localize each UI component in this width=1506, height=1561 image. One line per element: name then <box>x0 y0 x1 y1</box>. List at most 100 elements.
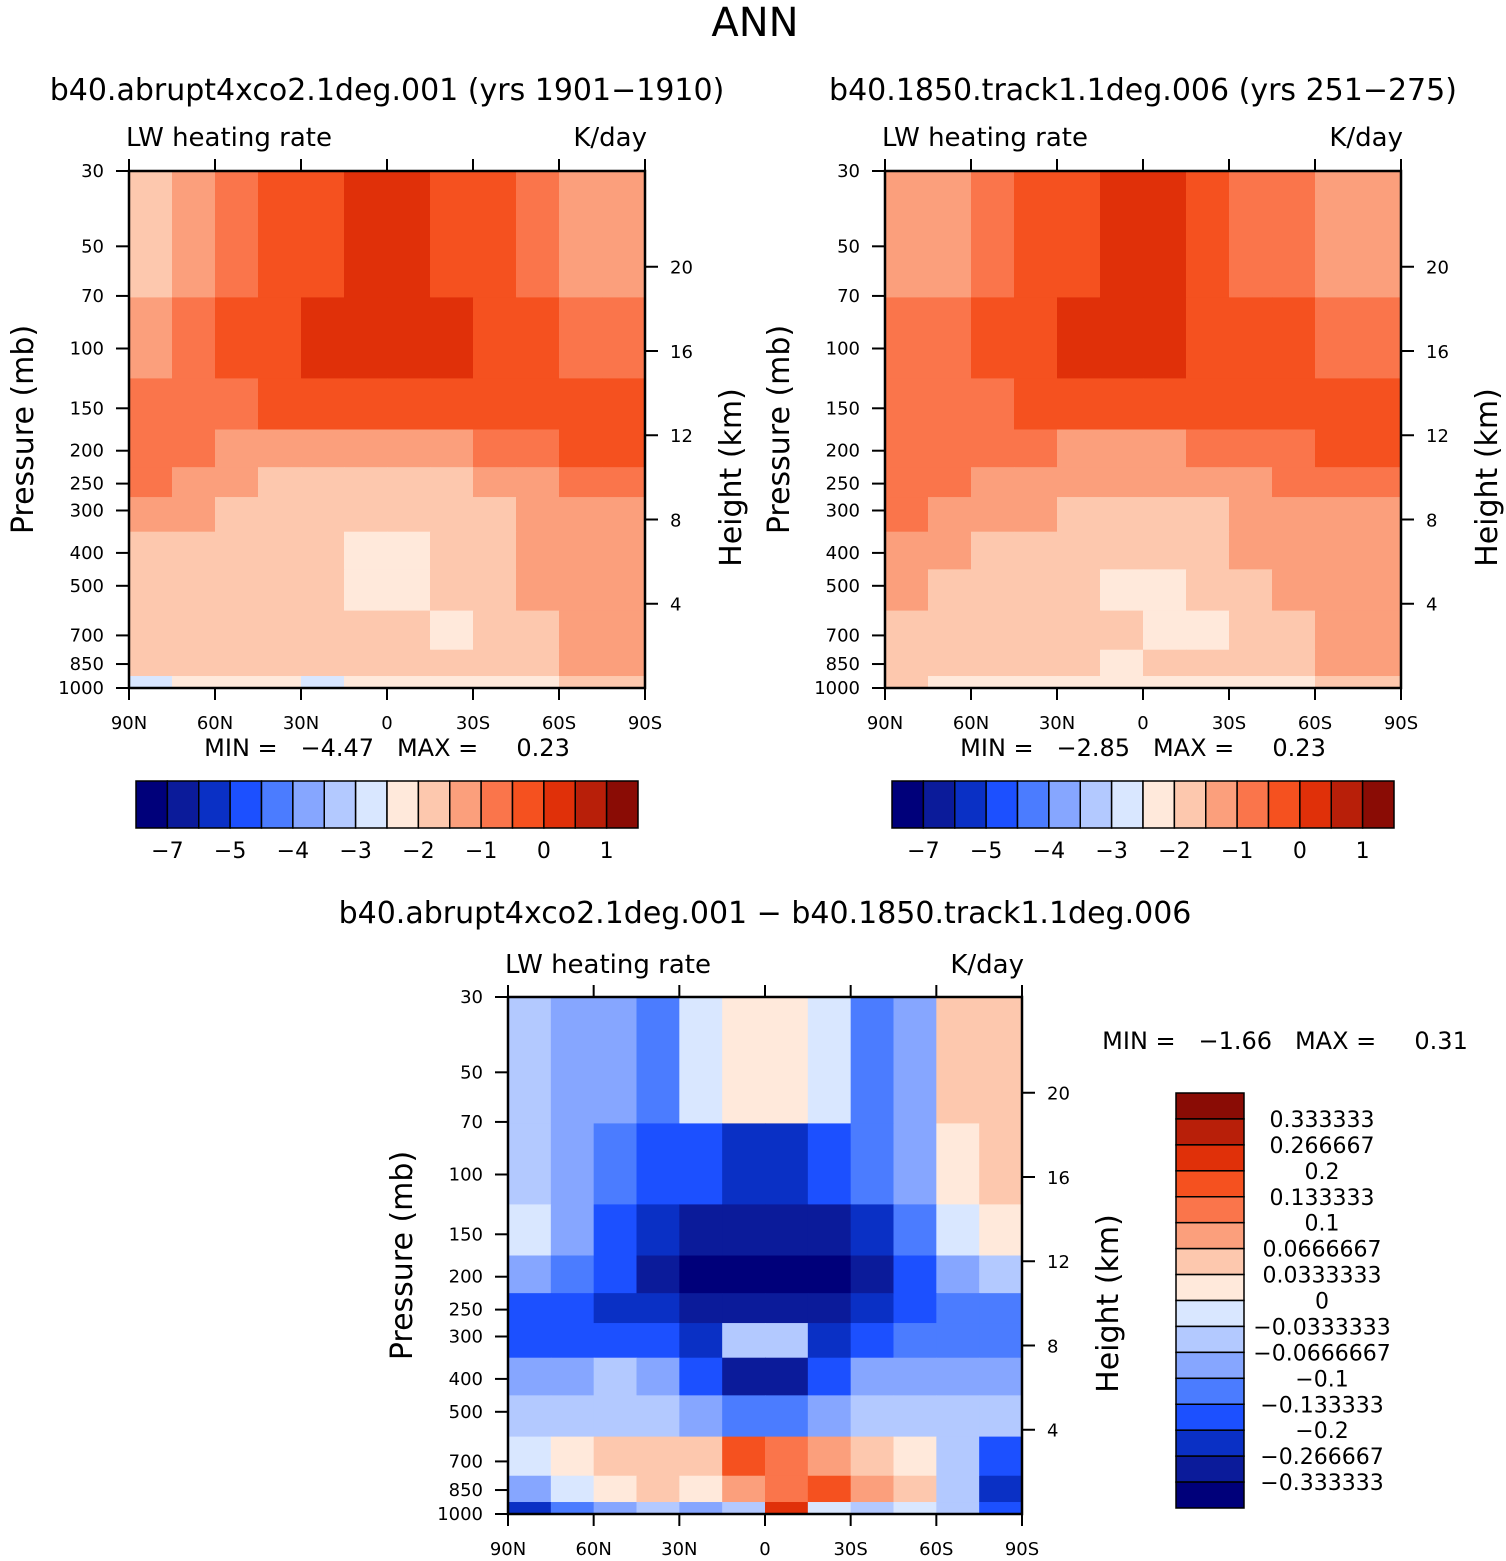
contour-cell <box>1229 676 1273 688</box>
contour-cell <box>1057 610 1101 651</box>
contour-cell <box>1186 467 1230 498</box>
contour-cell <box>928 171 972 299</box>
contour-cell <box>430 649 474 677</box>
contour-cell <box>1014 297 1058 379</box>
colorbar-box <box>1175 1144 1245 1172</box>
contour-cell <box>215 676 259 688</box>
contour-cell <box>936 1436 980 1477</box>
y2-axis-title: Height (km) <box>1091 1214 1126 1393</box>
pressure-tick-label: 500 <box>449 1402 483 1423</box>
contour-cell <box>508 1436 552 1477</box>
lat-tick-label: 60N <box>953 713 989 734</box>
colorbar-box <box>1048 780 1081 829</box>
colorbar-label: 0.2 <box>1305 1160 1340 1185</box>
contour-cell <box>516 610 560 651</box>
colorbar-box <box>135 780 169 829</box>
contour-cell <box>593 1204 638 1257</box>
contour-cell <box>1272 171 1316 299</box>
contour-cell <box>1014 467 1058 498</box>
colorbar-label: −3 <box>1095 839 1127 864</box>
contour-cell <box>885 676 929 688</box>
contour-cell <box>722 1502 766 1514</box>
colorbar-box <box>354 780 388 829</box>
contour-cell <box>473 297 517 379</box>
colorbar-box <box>1236 780 1270 829</box>
pressure-tick-label: 1000 <box>814 678 860 699</box>
contour-cell <box>602 171 645 299</box>
contour-cell <box>559 171 603 299</box>
units-label: K/day <box>573 123 647 153</box>
contour-field <box>129 171 645 688</box>
contour-cell <box>1057 649 1101 677</box>
contour-cell <box>473 649 517 677</box>
contour-cell <box>593 1123 638 1205</box>
colorbar-box <box>1079 780 1113 829</box>
lat-tick-label: 60S <box>919 1539 953 1560</box>
pressure-tick-label: 400 <box>70 543 104 564</box>
contour-cell <box>679 1502 723 1514</box>
contour-cell <box>559 378 603 431</box>
contour-cell <box>1272 297 1316 379</box>
contour-cell <box>559 676 603 688</box>
contour-cell <box>1186 531 1230 570</box>
contour-cell <box>215 649 259 677</box>
contour-cell <box>430 378 474 431</box>
colorbar-label: 0 <box>537 839 551 864</box>
colorbar-label: −0.0666667 <box>1253 1341 1390 1366</box>
contour-cell <box>215 531 259 570</box>
contour-cell <box>679 1204 723 1257</box>
colorbar-label: 0.0666667 <box>1263 1238 1382 1263</box>
contour-cell <box>1229 378 1273 431</box>
contour-cell <box>679 1395 723 1438</box>
contour-cell <box>885 531 929 570</box>
contour-cell <box>215 610 259 651</box>
pressure-tick-label: 250 <box>70 474 104 495</box>
contour-cell <box>885 649 929 677</box>
contour-cell <box>765 1436 809 1477</box>
contour-cell <box>1229 429 1273 468</box>
contour-cell <box>172 297 216 379</box>
contour-cell <box>1186 610 1230 651</box>
contour-cell <box>1229 297 1273 379</box>
contour-cell <box>636 1357 680 1396</box>
contour-cell <box>1229 171 1273 299</box>
contour-cell <box>1272 467 1316 498</box>
contour-cell <box>936 1323 980 1359</box>
contour-cell <box>301 531 345 570</box>
contour-cell <box>602 676 645 688</box>
panel-title: b40.abrupt4xco2.1deg.001 (yrs 1901−1910) <box>50 73 725 108</box>
contour-cell <box>1358 497 1401 533</box>
contour-cell <box>1186 569 1230 612</box>
contour-cell <box>765 1395 809 1438</box>
contour-cell <box>850 1293 895 1324</box>
contour-cell <box>1143 676 1187 688</box>
contour-cell <box>1100 676 1144 688</box>
contour-cell <box>1186 378 1230 431</box>
contour-cell <box>172 378 216 431</box>
contour-cell <box>893 1323 937 1359</box>
colorbar-label: −1 <box>1221 839 1253 864</box>
contour-cell <box>1014 676 1058 688</box>
contour-cell <box>850 997 895 1125</box>
contour-cell <box>1057 297 1101 379</box>
contour-cell <box>1100 467 1144 498</box>
contour-cell <box>1100 610 1144 651</box>
contour-cell <box>559 297 603 379</box>
colorbar-box <box>1175 1429 1245 1457</box>
contour-cell <box>722 1293 766 1324</box>
contour-cell <box>129 297 173 379</box>
contour-cell <box>936 1204 980 1257</box>
contour-cell <box>850 1323 895 1359</box>
contour-cell <box>129 171 173 299</box>
contour-cell <box>722 1123 766 1205</box>
contour-cell <box>1272 649 1316 677</box>
contour-cell <box>1272 610 1316 651</box>
contour-cell <box>1186 649 1230 677</box>
contour-cell <box>258 649 302 677</box>
lat-tick-label: 30N <box>283 713 319 734</box>
contour-cell <box>636 1475 680 1503</box>
contour-cell <box>1186 429 1230 468</box>
contour-cell <box>602 497 645 533</box>
colorbar-box <box>1175 1377 1245 1405</box>
contour-cell <box>1358 610 1401 651</box>
